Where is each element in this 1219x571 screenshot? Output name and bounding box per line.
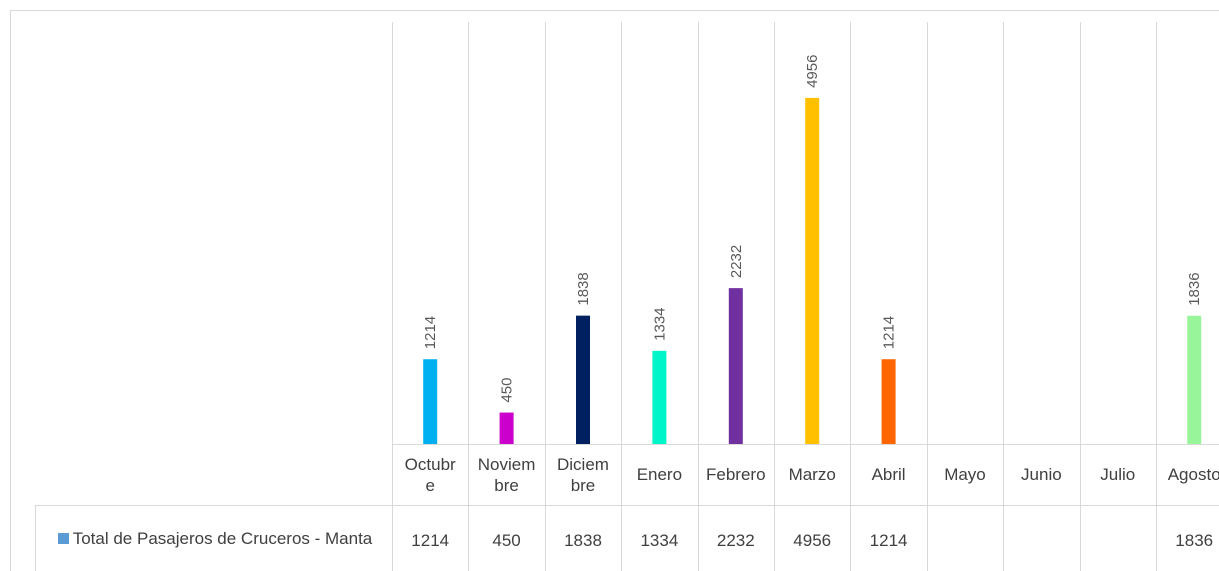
x-tick-label-text: Junio [1021, 465, 1062, 484]
table-value: 1838 [545, 507, 621, 571]
legend-entry: Total de Pasajeros de Cruceros - Manta [40, 508, 390, 568]
x-tick-label: Noviembre [468, 446, 544, 503]
bar [1187, 315, 1202, 444]
x-tick-label: Febrero [698, 446, 774, 503]
data-label: 1214 [881, 316, 898, 349]
table-value [1003, 507, 1079, 571]
x-tick-label-text: Abril [871, 465, 906, 484]
table-value [1080, 507, 1156, 571]
table-value: 1334 [621, 507, 697, 571]
x-tick-label-text: Enero [636, 465, 683, 484]
table-value: 1214 [850, 507, 926, 571]
table-value-text: 1214 [411, 530, 450, 550]
legend-label: Total de Pasajeros de Cruceros - Manta [72, 528, 373, 548]
bar [576, 315, 590, 444]
x-tick-label: Diciembre [545, 446, 621, 503]
data-label: 1334 [651, 307, 668, 340]
table-value: 4956 [774, 507, 850, 571]
table-value-text: 450 [492, 530, 521, 550]
table-value: 1214 [392, 507, 468, 571]
x-tick-label: Mayo [927, 446, 1003, 503]
bar [652, 350, 667, 444]
table-value-text: 1214 [869, 530, 908, 550]
table-value-text: 4956 [793, 530, 832, 550]
x-tick-label: Enero [621, 446, 697, 503]
bar [881, 359, 896, 444]
x-tick-label: Julio [1080, 446, 1156, 503]
x-tick-label: Junio [1003, 446, 1079, 503]
x-tick-label: Octubre [392, 446, 468, 503]
table-value-text: 1836 [1175, 530, 1214, 550]
data-label: 450 [499, 378, 516, 403]
legend-key [57, 532, 69, 544]
x-tick-label: Abril [850, 446, 926, 503]
x-tick-label-text: Noviembre [477, 454, 536, 495]
x-tick-label: Agosto [1156, 446, 1219, 503]
data-label: 2232 [728, 245, 745, 278]
table-value [927, 507, 1003, 571]
table-value-text: 1334 [640, 530, 679, 550]
x-tick-label-text: Febrero [706, 465, 766, 484]
table-value: 2232 [698, 507, 774, 571]
x-tick-label-text: Agosto [1167, 465, 1219, 484]
data-label: 1838 [575, 272, 592, 305]
bar [805, 97, 820, 444]
data-label: 1214 [422, 316, 439, 349]
x-tick-label-text: Octubre [404, 454, 456, 495]
x-tick-label-text: Julio [1100, 465, 1136, 484]
table-value-text: 2232 [716, 530, 755, 550]
table-value: 1836 [1156, 507, 1219, 571]
x-tick-label: Marzo [774, 446, 850, 503]
data-label: 1836 [1186, 272, 1203, 305]
data-label: 4956 [804, 55, 821, 88]
bar [728, 288, 743, 444]
table-value-text: 1838 [564, 530, 602, 550]
x-tick-label-text: Mayo [944, 465, 986, 484]
table-value: 450 [468, 507, 544, 571]
bar [499, 412, 514, 444]
bar [423, 359, 438, 444]
x-tick-label-text: Marzo [788, 465, 836, 484]
x-tick-label-text: Diciembre [557, 454, 609, 495]
